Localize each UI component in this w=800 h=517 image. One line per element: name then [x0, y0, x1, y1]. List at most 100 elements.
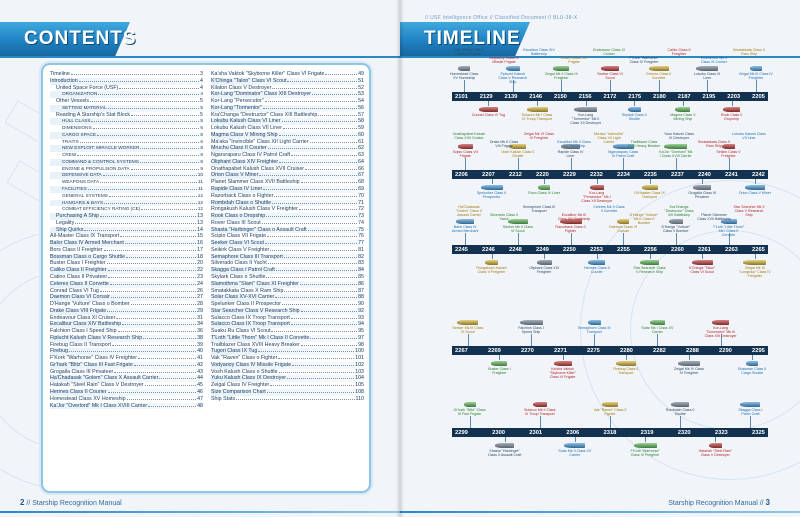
toc-entry[interactable]: COMMAND & CONTROL SYSTEMS 9: [50, 158, 203, 166]
toc-entry[interactable]: D'Hange 'Vulture' Class o Bomber 28: [50, 301, 203, 308]
toc-entry[interactable]: Sulacco Class IX Troop Transport 93: [211, 315, 364, 322]
toc-entry[interactable]: FACILITIES 11: [50, 186, 203, 193]
toc-entry[interactable]: AIl-Master Class IX Transport 15: [50, 233, 203, 240]
toc-entry[interactable]: Planet Slammer Class XVII Battleship 68: [211, 179, 364, 186]
toc-entry[interactable]: K'Chinga "Talon" Class VI Scout 51: [211, 77, 364, 85]
toc-entry[interactable]: Seeker Class VI Scout 77: [211, 240, 364, 247]
toc-entry[interactable]: United Space Force (USF) 4: [50, 85, 203, 92]
toc-entry[interactable]: Ngaruraparu Class IV Patrol Craft 63: [211, 152, 364, 159]
toc-entry[interactable]: Caliko Class II Freighter 22: [50, 267, 203, 274]
toc-entry[interactable]: T'Loth "Little Thorn" Mk I Class II Corv…: [211, 334, 364, 342]
toc-entry[interactable]: Reading A Starship's Stat Block 5: [50, 112, 203, 119]
toc-entry[interactable]: Vodyanoy Class IV Missile Frigate 102: [211, 361, 364, 369]
toc-entry[interactable]: Rover Class III Scout 74: [211, 220, 364, 227]
toc-entry[interactable]: Excalibur Class XIV Battleship 34: [50, 321, 203, 329]
toc-entry[interactable]: Catino Class II Privateer 23: [50, 274, 203, 281]
toc-entry[interactable]: Homestead Class XV Homeship 47: [50, 396, 203, 403]
toc-entry[interactable]: Kor-Lang "Persecutor" 54: [211, 98, 364, 105]
toc-entry[interactable]: WEAPONS DATA 11: [50, 179, 203, 186]
toc-entry[interactable]: Ma'aka "Invincible" Class XII Light Carr…: [211, 139, 364, 146]
toc-entry[interactable]: Oliphant Class XIV Freighter 64: [211, 158, 364, 166]
toc-entry[interactable]: Spelunker Class II Prospector 90: [211, 301, 364, 308]
toc-entry[interactable]: Bors Class II Freighter 17: [50, 247, 203, 254]
toc-entry[interactable]: Drake Class VIII Frigate 29: [50, 307, 203, 315]
toc-entry[interactable]: Other Vessels 5: [50, 98, 203, 105]
toc-entry[interactable]: Kor-Lang "Tormentor" 56: [211, 104, 364, 112]
toc-entry[interactable]: ORGANIZATION 4: [50, 91, 203, 99]
toc-entry[interactable]: Lokubu Kalush Class VI Liner 58: [211, 118, 364, 126]
toc-entry[interactable]: Star Searcher Class V Research Ship 92: [211, 307, 364, 315]
toc-entry[interactable]: CREW 8: [50, 152, 203, 159]
toc-entry[interactable]: Suaku Ru Class VI Scout 95: [211, 328, 364, 335]
toc-entry[interactable]: Ship Stats 110: [211, 396, 364, 403]
toc-entry[interactable]: Razorback Class o Fighter 70: [211, 193, 364, 200]
toc-entry[interactable]: Onathapabet Kalush Class XVII Cruiser 66: [211, 166, 364, 173]
toc-entry[interactable]: SETTING MATERIAL 5: [50, 104, 203, 112]
toc-entry[interactable]: Buster Class I Freighter 20: [50, 260, 203, 267]
toc-entry[interactable]: Timeline 3: [50, 71, 203, 78]
toc-entry[interactable]: Bossman Class o Cargo Shuttle 18: [50, 253, 203, 261]
toc-entry[interactable]: Ha'Chadasak "Golem" Class X Assault Carr…: [50, 375, 203, 383]
toc-entry[interactable]: Falchion Class I Speed Ship 36: [50, 328, 203, 335]
toc-entry[interactable]: HANGARS & BAYS 12: [50, 199, 203, 207]
toc-entry[interactable]: DEFENSIVE DATA 10: [50, 172, 203, 180]
toc-entry[interactable]: Hermes Class II Courier 46: [50, 388, 203, 396]
toc-entry[interactable]: Purchasing A Ship 13: [50, 213, 203, 220]
toc-entry[interactable]: Trailblazer Class XVIII Heavy Breaker 98: [211, 342, 364, 349]
toc-entry[interactable]: Rapide Class IV Liner 69: [211, 186, 364, 193]
toc-entry[interactable]: Fiplucht Kalush Class V Research Ship 38: [50, 334, 203, 342]
toc-entry[interactable]: ENGINE & PROPULSION DATA 9: [50, 166, 203, 173]
toc-entry[interactable]: Hatakah "Steel Rain" Class V Destroyer 45: [50, 382, 203, 389]
toc-entry[interactable]: Seikirk Class V Freighter 81: [211, 247, 364, 254]
toc-entry-title: Falchion Class I Speed Ship: [50, 328, 117, 335]
toc-entry[interactable]: COMBAT EFFICIENCY RATING (CE) 12: [50, 206, 203, 213]
toc-entry[interactable]: Conrad Class VI Tug 26: [50, 288, 203, 295]
toc-entry[interactable]: CARGO SPACE 6: [50, 131, 203, 139]
toc-entry[interactable]: Magma Class V Mining Ship 60: [211, 131, 364, 139]
toc-entry[interactable]: Firebug Class II Transport 39: [50, 342, 203, 349]
toc-entry[interactable]: Skylark Class o Shuttle 85: [211, 274, 364, 281]
toc-entry[interactable]: Vosh Kalush Class o Shuttle 103: [211, 369, 364, 376]
toc-entry[interactable]: Kilaton Class V Destroyer 52: [211, 85, 364, 92]
toc-entry[interactable]: Mruchu Class II Courier 62: [211, 145, 364, 153]
toc-entry[interactable]: HULL CLASS 5: [50, 118, 203, 126]
toc-entry[interactable]: Firebug 40: [50, 348, 203, 356]
toc-entry[interactable]: Kra'Changa "Destructor" Class XIII Battl…: [211, 112, 364, 119]
toc-entry[interactable]: Celeres Class II Corvette 24: [50, 280, 203, 288]
toc-entry[interactable]: Semaphore Class III Transport 82: [211, 253, 364, 261]
toc-entry[interactable]: Kor-Lang "Dominator" Class XIII Destroye…: [211, 91, 364, 99]
toc-entry[interactable]: Silverado Class II Yacht 83: [211, 260, 364, 267]
toc-entry[interactable]: Slamothma "Slam" Class XI Freighter 86: [211, 280, 364, 288]
toc-entry[interactable]: DIMENSIONS 6: [50, 125, 203, 132]
toc-entry[interactable]: Legality 13: [50, 220, 203, 227]
toc-entry[interactable]: F'Kork "Warhorse" Class IV Freighter 41: [50, 355, 203, 362]
toc-entry[interactable]: Rongakush Kalush Class V Freighter 72: [211, 206, 364, 213]
toc-entry[interactable]: Sulacco Class IX Troop Transport 94: [211, 321, 364, 329]
toc-entry[interactable]: Shasta "Harbinger" Class o Assault Craft…: [211, 226, 364, 234]
toc-entry[interactable]: Lokubu Kalush Class VII Liner 59: [211, 125, 364, 132]
toc-entry[interactable]: Grogalla Class III Privateer 43: [50, 369, 203, 376]
toc-entry[interactable]: Zeigal Class IV Freighter 105: [211, 382, 364, 389]
toc-entry[interactable]: Ship Quirks 14: [50, 226, 203, 234]
toc-entry[interactable]: Ka'sha Vaktok "Skyborne Killer" Class VI…: [211, 71, 364, 78]
toc-entry[interactable]: Scipio Class VII Frigate 76: [211, 233, 364, 240]
toc-entry[interactable]: Endeavour Class XI Cruiser 31: [50, 315, 203, 322]
toc-entry[interactable]: Gr'hark "Blitz" Class III Fast Frigate 42: [50, 361, 203, 369]
toc-entry[interactable]: Solar Class XV-XVI Carrier 88: [211, 294, 364, 302]
toc-entry[interactable]: Introduction 4: [50, 77, 203, 85]
toc-entry[interactable]: Rombdah Class o Shuttle 71: [211, 199, 364, 207]
toc-entry[interactable]: Smatakkata Class X Ram Ship 87: [211, 288, 364, 295]
toc-entry[interactable]: GENERAL SYSTEMS 12: [50, 193, 203, 200]
toc-entry[interactable]: Size Comparison Chart 108: [211, 388, 364, 396]
toc-entry[interactable]: NEW EXPLOIT: MIRACLE WORKER 8: [50, 145, 203, 153]
toc-entry[interactable]: Orion Class V Miner 67: [211, 172, 364, 180]
toc-entry[interactable]: Vak "Raven" Class o Fighter 101: [211, 355, 364, 362]
toc-entry[interactable]: Balor Class IV Armed Merchant 16: [50, 240, 203, 247]
toc-entry[interactable]: Daemon Class VI Corsair 27: [50, 294, 203, 302]
toc-entry[interactable]: Ka'Jor "Overlord" Mk I Class XVIII Carri…: [50, 402, 203, 410]
toc-entry[interactable]: Yuku Kalush Class IX Destroyer 104: [211, 375, 364, 383]
toc-entry[interactable]: Rook Class o Dropship 73: [211, 213, 364, 220]
toc-entry[interactable]: Skagga Class I Patrol Craft 84: [211, 267, 364, 274]
toc-entry[interactable]: Tugori Class IX Tug 100: [211, 348, 364, 356]
toc-entry[interactable]: TRAITS 6: [50, 139, 203, 146]
